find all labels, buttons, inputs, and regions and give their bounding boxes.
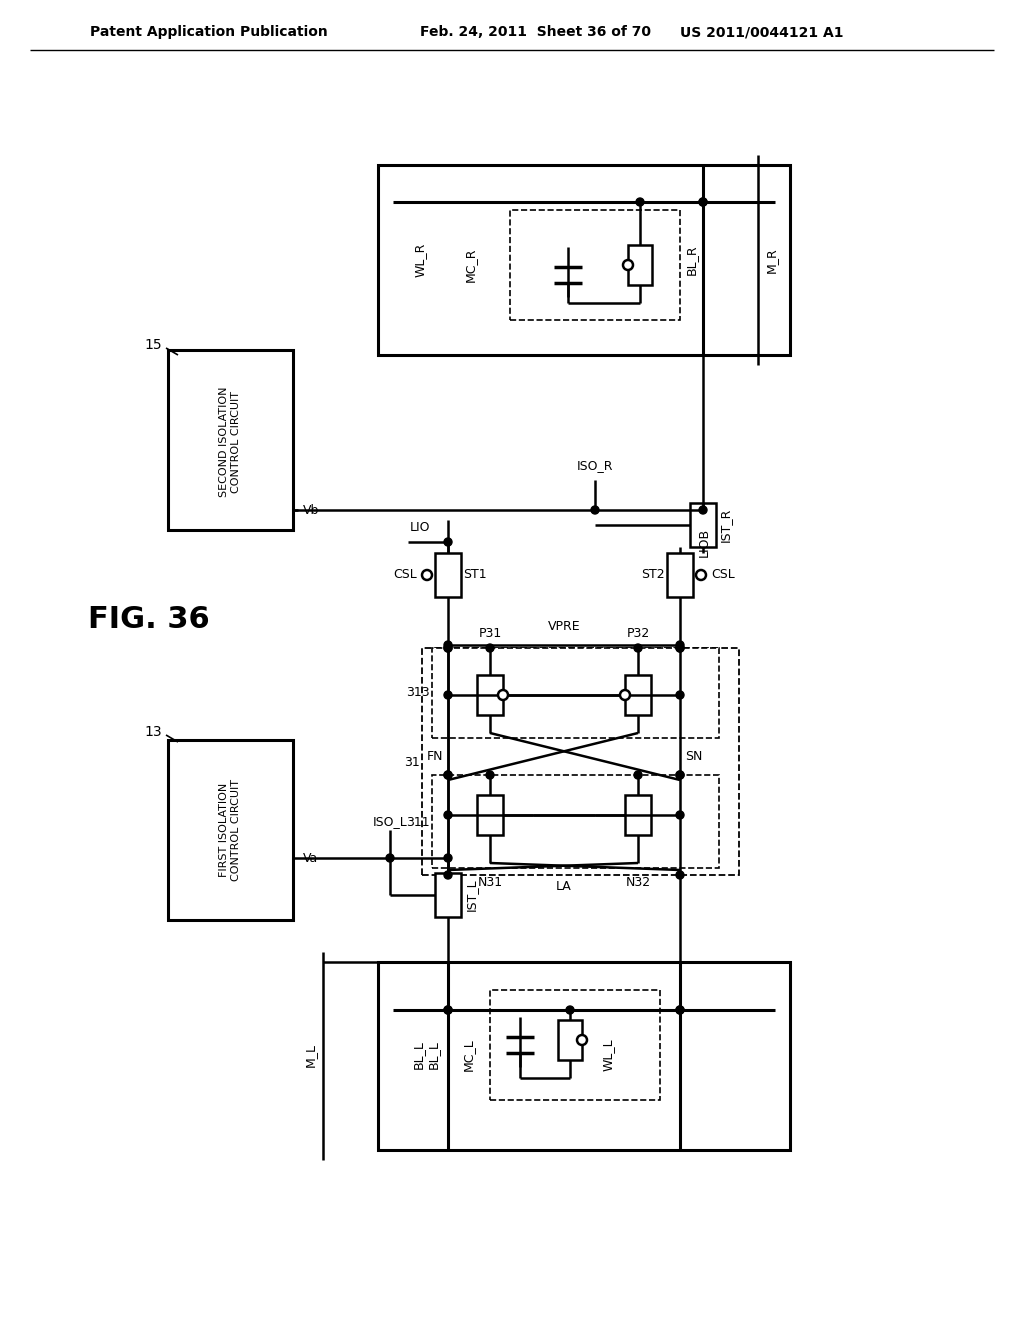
Bar <box>690 503 716 546</box>
Text: N31: N31 <box>477 876 503 888</box>
Text: CSL: CSL <box>393 569 417 582</box>
Circle shape <box>566 1006 574 1014</box>
Bar <box>477 675 503 715</box>
Circle shape <box>634 771 642 779</box>
Text: FIG. 36: FIG. 36 <box>88 606 210 635</box>
Circle shape <box>676 810 684 818</box>
Bar <box>432 648 719 738</box>
Text: 313: 313 <box>407 686 430 700</box>
Circle shape <box>676 690 684 700</box>
Text: Patent Application Publication: Patent Application Publication <box>90 25 328 40</box>
Bar <box>625 675 651 715</box>
Text: Feb. 24, 2011  Sheet 36 of 70: Feb. 24, 2011 Sheet 36 of 70 <box>420 25 651 40</box>
Circle shape <box>444 854 452 862</box>
Text: BL_L: BL_L <box>412 1040 425 1069</box>
Circle shape <box>444 1006 452 1014</box>
Circle shape <box>676 642 684 649</box>
Text: P32: P32 <box>627 627 649 640</box>
Circle shape <box>676 1006 684 1014</box>
Circle shape <box>676 644 684 652</box>
Text: MC_L: MC_L <box>462 1039 474 1072</box>
Circle shape <box>498 690 508 700</box>
Bar <box>667 553 693 597</box>
Circle shape <box>444 771 452 779</box>
Circle shape <box>486 771 494 779</box>
Circle shape <box>699 506 707 513</box>
Text: LIO: LIO <box>410 521 430 535</box>
Circle shape <box>696 570 706 579</box>
Circle shape <box>444 871 452 879</box>
Text: SN: SN <box>685 751 702 763</box>
Circle shape <box>444 644 452 652</box>
Circle shape <box>444 1006 452 1014</box>
Bar <box>435 873 461 917</box>
Bar <box>435 553 461 597</box>
Circle shape <box>444 644 452 652</box>
Bar <box>432 775 719 869</box>
Circle shape <box>444 810 452 818</box>
Bar <box>422 648 739 875</box>
Circle shape <box>676 644 684 652</box>
Circle shape <box>676 1006 684 1014</box>
Text: BL_L: BL_L <box>427 1040 439 1069</box>
Circle shape <box>620 690 630 700</box>
Bar <box>168 741 293 920</box>
Circle shape <box>676 871 684 879</box>
Text: 15: 15 <box>144 338 162 352</box>
Text: ISO_R: ISO_R <box>577 459 613 473</box>
Circle shape <box>623 260 633 271</box>
Circle shape <box>676 771 684 779</box>
Bar <box>477 795 503 836</box>
Text: WL_R: WL_R <box>414 243 427 277</box>
Text: SECOND ISOLATION
CONTROL CIRCUIT: SECOND ISOLATION CONTROL CIRCUIT <box>219 387 241 498</box>
Text: M_L: M_L <box>303 1043 316 1067</box>
Bar <box>490 990 660 1100</box>
Circle shape <box>636 198 644 206</box>
Text: IST_R: IST_R <box>719 508 732 543</box>
Text: CSL: CSL <box>711 569 735 582</box>
Text: VPRE: VPRE <box>548 620 581 634</box>
Circle shape <box>699 198 707 206</box>
Text: LIOB: LIOB <box>698 528 711 557</box>
Circle shape <box>577 1035 587 1045</box>
Text: Vb: Vb <box>303 503 319 516</box>
Text: 31: 31 <box>404 755 420 768</box>
Text: N32: N32 <box>626 876 650 888</box>
Bar <box>628 246 652 285</box>
Text: ST1: ST1 <box>463 569 486 582</box>
Circle shape <box>444 539 452 546</box>
Circle shape <box>386 854 394 862</box>
Bar <box>510 210 680 319</box>
Text: US 2011/0044121 A1: US 2011/0044121 A1 <box>680 25 844 40</box>
Text: 13: 13 <box>144 725 162 739</box>
Text: FN: FN <box>427 751 443 763</box>
Bar <box>378 962 790 1150</box>
Circle shape <box>591 506 599 513</box>
Circle shape <box>444 642 452 649</box>
Text: Va: Va <box>303 851 318 865</box>
Circle shape <box>422 570 432 579</box>
Text: P31: P31 <box>478 627 502 640</box>
Text: LA: LA <box>556 880 571 894</box>
Circle shape <box>699 198 707 206</box>
Text: BL_R: BL_R <box>684 244 697 276</box>
Bar <box>625 795 651 836</box>
Text: ST2: ST2 <box>641 569 665 582</box>
Bar <box>558 1020 582 1060</box>
Circle shape <box>676 771 684 779</box>
Text: WL_L: WL_L <box>601 1039 614 1072</box>
Text: MC_R: MC_R <box>464 248 476 282</box>
Circle shape <box>444 771 452 779</box>
Text: ISO_L: ISO_L <box>373 814 408 828</box>
Text: M_R: M_R <box>765 247 777 273</box>
Text: IST_L: IST_L <box>465 879 478 911</box>
Text: 311: 311 <box>407 816 430 829</box>
Bar <box>378 165 790 355</box>
Circle shape <box>444 690 452 700</box>
Text: FIRST ISOLATION
CONTROL CIRCUIT: FIRST ISOLATION CONTROL CIRCUIT <box>219 779 241 880</box>
Circle shape <box>486 644 494 652</box>
Bar <box>168 350 293 531</box>
Circle shape <box>634 644 642 652</box>
